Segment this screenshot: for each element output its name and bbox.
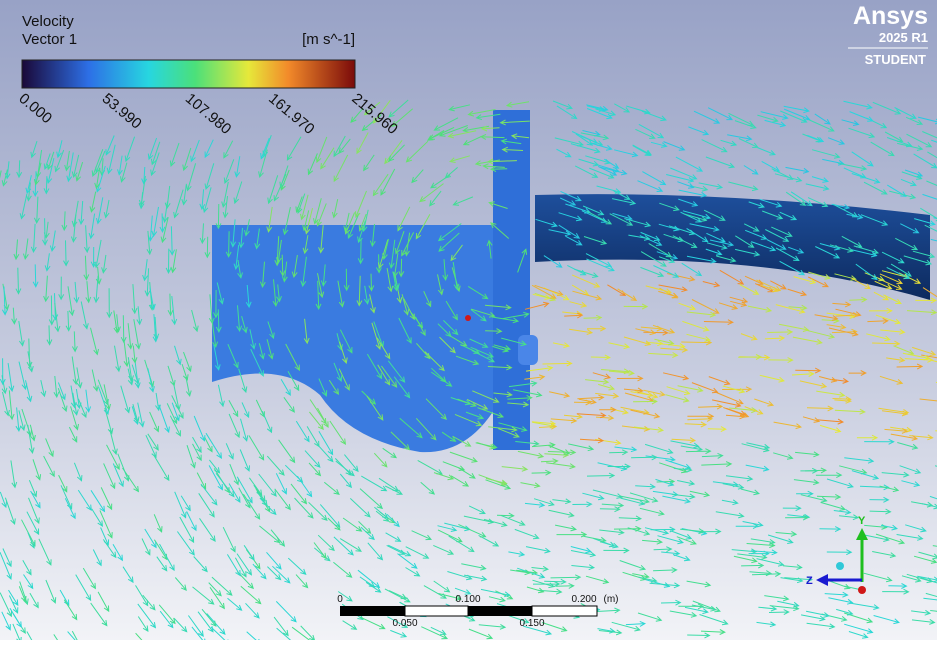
colorbar bbox=[22, 60, 355, 88]
viewport: Velocity Vector 1 [m s^-1] 0.00053.99010… bbox=[0, 0, 937, 653]
scale-label: 0.050 bbox=[392, 618, 417, 629]
legend-unit: [m s^-1] bbox=[302, 31, 355, 48]
scale-label: 0.200 bbox=[571, 594, 596, 605]
legend-subtitle: Vector 1 bbox=[22, 31, 77, 48]
bottom-strip bbox=[0, 640, 937, 653]
probe-point bbox=[465, 315, 471, 321]
scale-seg bbox=[405, 606, 468, 616]
origin-dot bbox=[836, 562, 844, 570]
x-axis-dot bbox=[858, 586, 866, 594]
plate-mount bbox=[518, 335, 538, 365]
scale-label: 0.150 bbox=[519, 618, 544, 629]
scale-label: 0.100 bbox=[455, 594, 480, 605]
scale-seg bbox=[468, 606, 532, 616]
page: {"legend": {"title": "Velocity", "subtit… bbox=[0, 0, 937, 653]
logo-edition: STUDENT bbox=[865, 52, 926, 67]
logo-version: 2025 R1 bbox=[879, 30, 928, 45]
scale-label: (m) bbox=[604, 594, 619, 605]
z-axis-label: Z bbox=[806, 575, 813, 587]
scale-seg bbox=[532, 606, 597, 616]
scale-label: 0 bbox=[337, 594, 343, 605]
logo-brand: Ansys bbox=[853, 2, 928, 30]
legend-title: Velocity bbox=[22, 13, 74, 30]
scale-seg bbox=[340, 606, 405, 616]
y-axis-label: Y bbox=[858, 515, 866, 527]
